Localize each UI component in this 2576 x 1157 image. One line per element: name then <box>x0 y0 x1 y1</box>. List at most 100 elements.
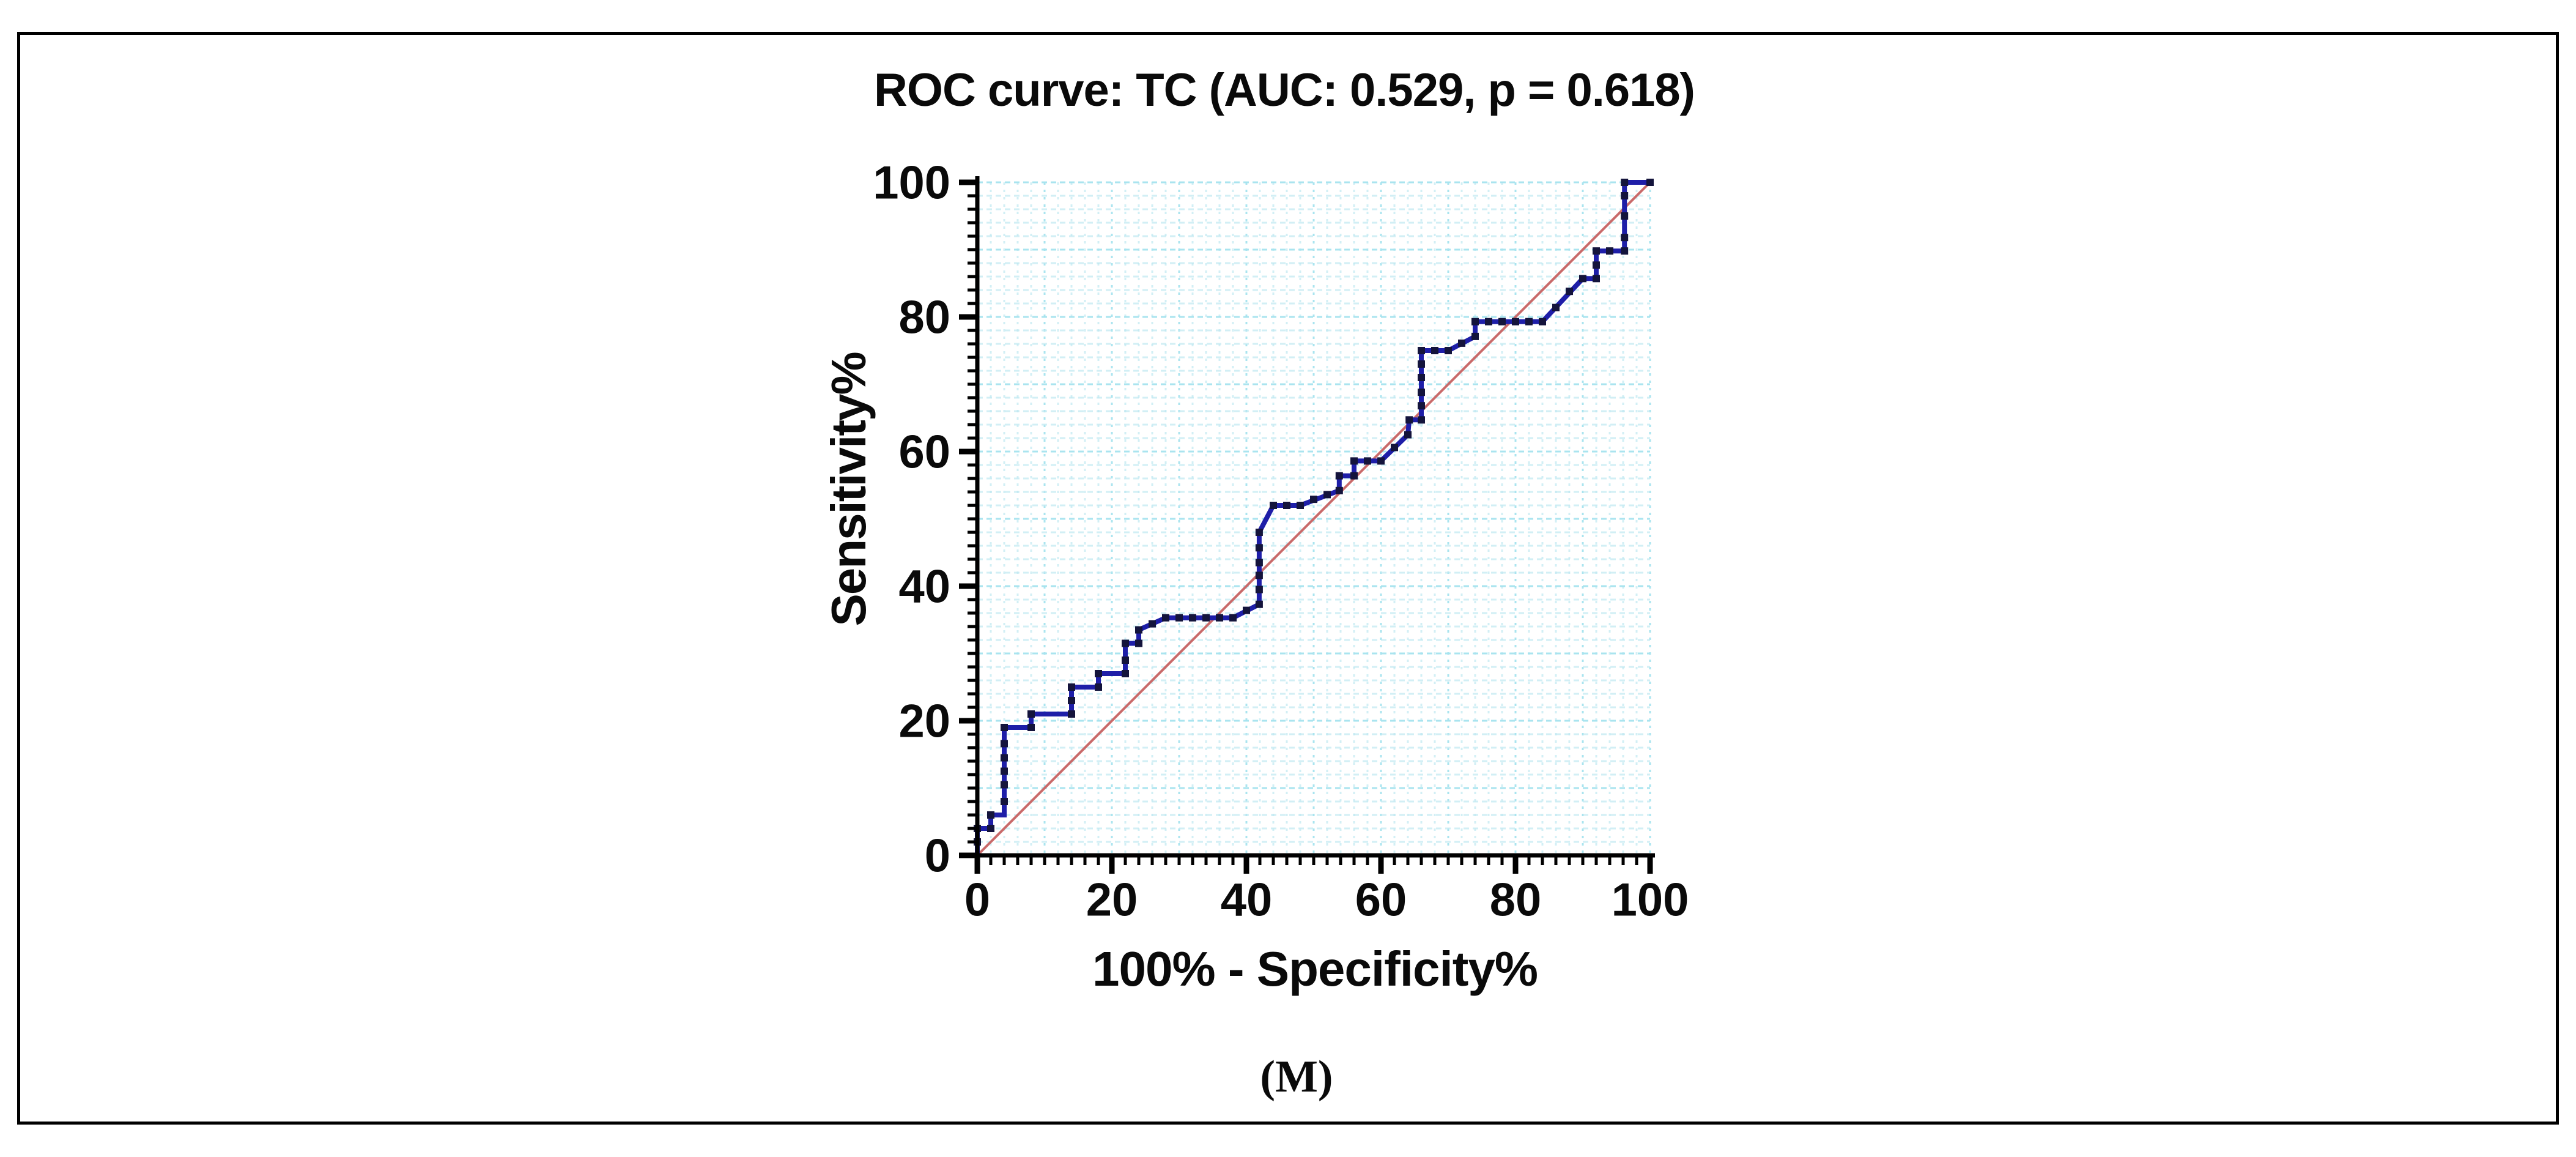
data-point-marker <box>1255 529 1263 536</box>
data-point-marker <box>1122 657 1129 664</box>
data-point-marker <box>1229 614 1237 622</box>
x-tick-label: 40 <box>1221 874 1273 926</box>
reference-line <box>976 181 1651 857</box>
data-point-marker <box>1431 347 1438 354</box>
y-tick-label: 0 <box>925 830 950 882</box>
data-point-marker <box>1162 614 1169 622</box>
data-point-marker <box>1001 767 1008 775</box>
x-tick-label: 0 <box>964 874 990 926</box>
data-point-marker <box>1255 600 1263 608</box>
data-point-marker <box>1095 670 1102 677</box>
data-point-marker <box>1391 444 1398 452</box>
data-point-marker <box>1001 724 1008 731</box>
data-point-marker <box>1297 502 1304 509</box>
data-point-marker <box>1377 457 1385 465</box>
data-point-marker <box>1216 614 1223 622</box>
data-point-marker <box>1189 614 1196 622</box>
data-point-marker <box>1621 192 1629 199</box>
data-point-marker <box>1621 212 1629 220</box>
data-point-marker <box>1512 318 1519 326</box>
data-point-marker <box>1068 697 1075 704</box>
data-point-marker <box>1202 614 1210 622</box>
data-point-marker <box>1175 614 1183 622</box>
x-axis-title: 100% - Specificity% <box>1092 942 1538 996</box>
data-point-marker <box>1606 247 1613 255</box>
data-point-marker <box>1498 318 1506 326</box>
data-point-marker <box>1404 431 1412 439</box>
data-point-marker <box>1646 179 1654 186</box>
y-tick-label: 60 <box>898 426 950 478</box>
data-point-marker <box>1471 332 1479 340</box>
data-point-marker <box>1068 710 1075 718</box>
data-point-marker <box>1255 571 1263 579</box>
data-point-marker <box>1418 347 1425 354</box>
y-tick-label: 20 <box>898 696 950 748</box>
x-tick-label: 100 <box>1612 874 1689 926</box>
marker-layer <box>974 179 1654 846</box>
data-point-marker <box>1149 620 1156 628</box>
figure-border-frame <box>17 32 2559 1125</box>
data-point-marker <box>1621 234 1629 242</box>
tick-label-layer: 0 20 40 60 80 100 0 20 40 60 80 100 <box>873 157 1689 926</box>
data-point-marker <box>1418 402 1425 410</box>
data-point-marker <box>1471 318 1479 326</box>
data-point-marker <box>1593 261 1600 269</box>
data-point-marker <box>1525 318 1533 326</box>
chart-title: ROC curve: TC (AUC: 0.529, p = 0.618) <box>874 64 1695 116</box>
data-point-marker <box>1001 754 1008 762</box>
y-tick-label: 80 <box>898 292 950 344</box>
data-point-marker <box>1364 457 1371 465</box>
data-point-marker <box>1095 683 1102 691</box>
y-tick-label: 100 <box>873 157 950 209</box>
data-point-marker <box>1001 740 1008 748</box>
data-point-marker <box>1255 586 1263 593</box>
data-point-marker <box>1418 374 1425 381</box>
data-point-marker <box>1418 416 1425 424</box>
data-point-marker <box>1593 247 1600 255</box>
y-tick-label: 40 <box>898 561 950 613</box>
data-point-marker <box>1135 639 1142 647</box>
data-point-marker <box>1135 626 1142 634</box>
data-point-marker <box>1566 288 1573 296</box>
data-point-marker <box>1283 502 1290 509</box>
x-tick-label: 60 <box>1355 874 1407 926</box>
x-tick-label: 20 <box>1086 874 1138 926</box>
data-point-marker <box>1310 496 1317 504</box>
data-point-marker <box>1350 472 1358 480</box>
data-point-marker <box>1270 502 1277 509</box>
data-point-marker <box>1027 710 1035 718</box>
data-point-marker <box>1621 179 1629 186</box>
data-point-marker <box>1579 275 1586 283</box>
data-point-marker <box>1027 724 1035 731</box>
data-point-marker <box>1621 247 1629 255</box>
data-point-marker <box>1001 781 1008 789</box>
data-point-marker <box>1405 416 1413 424</box>
data-point-marker <box>987 811 994 819</box>
data-point-marker <box>987 825 994 832</box>
data-point-marker <box>1485 318 1492 326</box>
axes-layer <box>959 176 1655 874</box>
data-point-marker <box>1122 670 1129 677</box>
data-point-marker <box>1539 318 1546 326</box>
data-point-marker <box>1593 275 1600 283</box>
data-point-marker <box>1243 606 1250 614</box>
roc-plot: 0 20 40 60 80 100 0 20 40 60 80 100 <box>873 157 1689 926</box>
data-point-marker <box>1255 559 1263 567</box>
x-tick-label: 80 <box>1490 874 1542 926</box>
data-point-marker <box>1001 798 1008 805</box>
data-point-marker <box>1122 639 1129 647</box>
data-point-marker <box>1418 389 1425 396</box>
data-point-marker <box>1445 347 1452 354</box>
data-point-marker <box>1458 339 1465 347</box>
data-point-marker <box>1068 683 1075 691</box>
data-point-marker <box>1418 360 1425 368</box>
figure-caption: (M) <box>1260 1052 1333 1102</box>
data-point-marker <box>1255 544 1263 552</box>
data-point-marker <box>1552 303 1560 311</box>
data-point-marker <box>1323 491 1331 499</box>
data-point-marker <box>1335 486 1343 494</box>
data-point-marker <box>1335 472 1343 480</box>
grid-layer <box>977 181 1651 855</box>
data-point-marker <box>1350 457 1358 465</box>
reference-line-layer <box>976 181 1651 857</box>
